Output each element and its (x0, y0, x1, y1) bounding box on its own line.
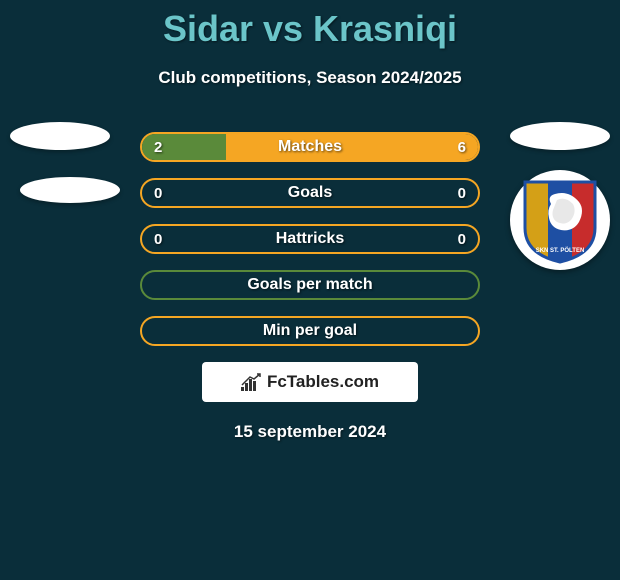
comparison-title: Sidar vs Krasniqi (0, 0, 620, 50)
stats-bars-container: 26Matches 00Goals 00Hattricks Goals per mat… (0, 132, 620, 346)
stat-row-hattricks: 00Hattricks (140, 224, 480, 254)
stat-label: Goals (142, 180, 478, 206)
stat-row-matches: 26Matches (140, 132, 480, 162)
fctables-text: FcTables.com (267, 372, 379, 392)
comparison-subtitle: Club competitions, Season 2024/2025 (0, 68, 620, 88)
stat-label: Matches (142, 134, 478, 160)
stat-row-min-per-goal: Min per goal (140, 316, 480, 346)
stat-label: Min per goal (142, 318, 478, 344)
stat-label: Hattricks (142, 226, 478, 252)
stat-row-goals: 00Goals (140, 178, 480, 208)
fctables-icon (241, 373, 263, 391)
stat-row-goals-per-match: Goals per match (140, 270, 480, 300)
stat-label: Goals per match (142, 272, 478, 298)
comparison-date: 15 september 2024 (0, 422, 620, 442)
fctables-watermark: FcTables.com (202, 362, 418, 402)
